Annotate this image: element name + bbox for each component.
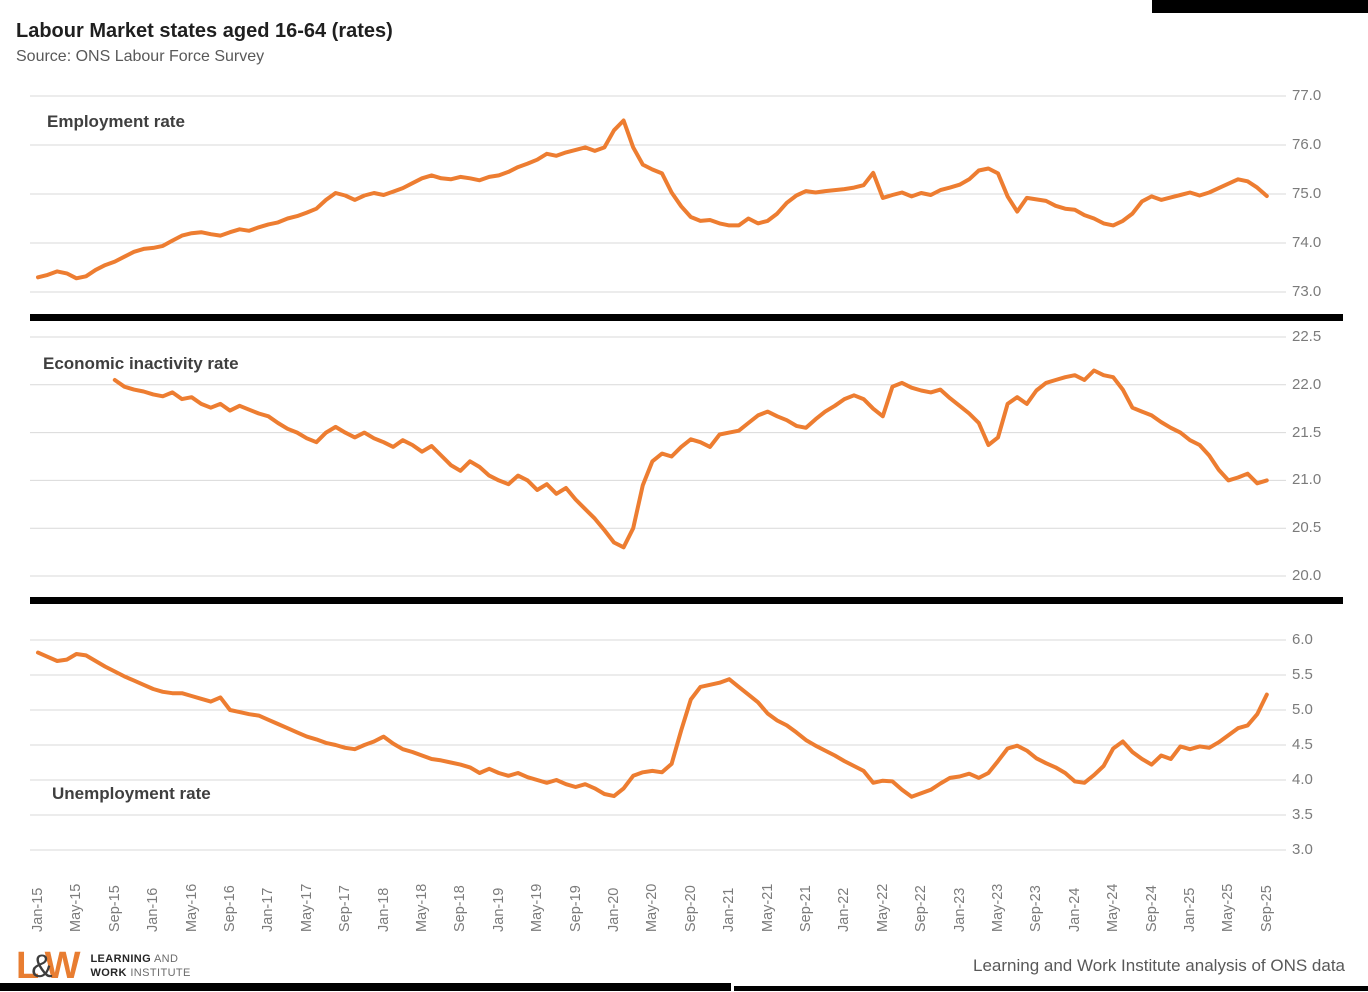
y-tick-label: 73.0: [1292, 283, 1322, 300]
employment-rate-title: Employment rate: [47, 112, 185, 131]
y-axis-labels: 6.0 5.5 5.0 4.5 4.0 3.5 3.0: [1292, 604, 1352, 858]
logo-text-institute: INSTITUTE: [126, 967, 191, 979]
analysis-caption: Learning and Work Institute analysis of …: [973, 956, 1345, 975]
logo-text: LEARNING AND WORK INSTITUTE: [90, 952, 190, 980]
data-line: [36, 650, 1269, 799]
data-line: [36, 118, 1269, 281]
y-tick-label: 5.5: [1292, 666, 1313, 683]
y-tick-label: 74.0: [1292, 234, 1322, 251]
x-tick-label: Sep-21: [798, 885, 814, 932]
economic-inactivity-title: Economic inactivity rate: [43, 354, 239, 373]
x-tick-label: Jan-25: [1182, 887, 1198, 932]
y-tick-label: 4.0: [1292, 771, 1313, 788]
x-tick-label: Sep-23: [1028, 885, 1045, 932]
x-tick-label: Jan-21: [721, 887, 738, 932]
unemployment-rate-panel: Unemployment rate 6.0 5.5 5.0 4.5 4.0 3.5 3.0: [0, 604, 1368, 858]
x-tick-label: Jan-24: [1066, 887, 1083, 932]
x-tick-label: Sep-18: [452, 885, 469, 932]
logo-text-learning: LEARNING: [90, 953, 152, 965]
x-tick-label: May-24: [1105, 883, 1122, 932]
y-tick-label: 75.0: [1292, 185, 1322, 202]
logo-letter-w: W: [44, 945, 81, 987]
x-tick-label: Sep-15: [106, 885, 123, 932]
x-tick-label: Sep-22: [913, 885, 930, 932]
data-line: [112, 368, 1269, 550]
y-tick-label: 20.0: [1292, 567, 1322, 584]
y-axis-labels: 22.5 22.0 21.5 21.0 20.5 20.0: [1292, 321, 1352, 597]
logo-text-and: AND: [151, 953, 179, 965]
y-tick-label: 4.5: [1292, 736, 1313, 753]
logo-letter-l: L: [16, 945, 40, 987]
lw-logo-mark: L & W: [16, 945, 81, 987]
y-tick-label: 21.0: [1292, 471, 1322, 489]
x-tick-label: May-21: [759, 883, 776, 932]
y-tick-label: 20.5: [1292, 519, 1322, 537]
x-tick-label: Sep-19: [567, 885, 584, 932]
y-axis-labels: 77.0 76.0 75.0 74.0 73.0: [1292, 86, 1352, 314]
bottom-black-bar-right: [734, 986, 1368, 991]
page-subtitle: Source: ONS Labour Force Survey: [16, 48, 265, 65]
panel-separator-1: [30, 314, 1343, 321]
economic-inactivity-rate-chart: [30, 336, 1286, 577]
x-tick-label: Sep-24: [1143, 885, 1160, 932]
lw-institute-logo: L & W LEARNING AND WORK INSTITUTE: [16, 946, 191, 986]
y-tick-label: 77.0: [1292, 87, 1322, 104]
x-tick-label: Jan-15: [30, 887, 46, 932]
logo-ampersand: &: [31, 948, 53, 984]
y-tick-label: 5.0: [1292, 701, 1313, 718]
unemployment-rate-chart: [30, 639, 1286, 851]
x-tick-label: Sep-25: [1258, 885, 1275, 932]
x-tick-label: Jan-16: [145, 887, 162, 932]
x-tick-label: May-15: [68, 883, 85, 932]
top-right-black-bar: [1152, 0, 1368, 13]
x-tick-label: Jan-23: [951, 887, 968, 932]
logo-text-work: WORK: [90, 967, 127, 979]
y-tick-label: 22.0: [1292, 375, 1322, 393]
economic-inactivity-panel: Economic inactivity rate 22.5 22.0 21.5 21.…: [0, 321, 1368, 597]
y-tick-label: 76.0: [1292, 136, 1322, 153]
x-tick-label: Sep-16: [222, 885, 238, 932]
employment-rate-panel: Employment rate 77.0 76.0 75.0 74.0 73.0: [0, 86, 1368, 314]
x-tick-label: May-17: [298, 883, 315, 932]
x-tick-label: Jan-17: [260, 887, 277, 932]
x-axis: Jan-15 May-15 Sep-15 Jan-16 May-16 Sep-16 Jan-…: [0, 856, 1368, 940]
x-tick-label: May-18: [414, 883, 430, 932]
y-tick-label: 3.0: [1292, 841, 1313, 858]
x-tick-label: May-16: [183, 883, 200, 932]
x-tick-label: May-23: [990, 883, 1006, 932]
y-tick-label: 3.5: [1292, 806, 1313, 823]
x-tick-label: May-22: [874, 883, 891, 932]
y-tick-label: 21.5: [1292, 423, 1322, 441]
bottom-black-bar-left: [0, 983, 731, 991]
y-tick-label: 22.5: [1292, 328, 1322, 345]
x-tick-label: Sep-20: [682, 885, 699, 932]
x-tick-label: Jan-18: [375, 887, 392, 932]
panel-separator-2: [30, 597, 1343, 604]
x-tick-label: Jan-19: [490, 887, 507, 932]
x-tick-label: May-20: [644, 883, 661, 932]
unemployment-rate-title: Unemployment rate: [52, 784, 211, 803]
x-tick-label: Jan-20: [606, 887, 622, 932]
page-title: Labour Market states aged 16-64 (rates): [16, 20, 393, 42]
x-tick-label: Jan-22: [836, 887, 853, 932]
x-tick-label: May-25: [1220, 883, 1237, 932]
x-tick-label: May-19: [529, 883, 546, 932]
x-tick-label: Sep-17: [337, 885, 354, 932]
employment-rate-chart: [30, 95, 1286, 293]
y-tick-label: 6.0: [1292, 631, 1313, 648]
